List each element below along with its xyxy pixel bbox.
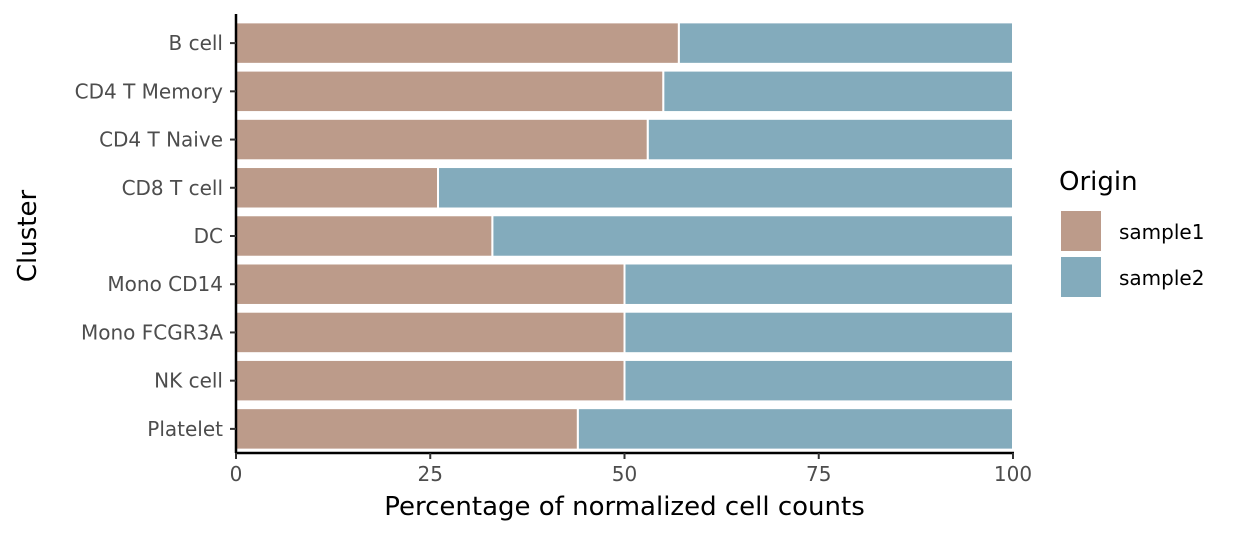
x-axis-title: Percentage of normalized cell counts — [384, 492, 865, 522]
y-tick-label-b-cell: B cell — [169, 31, 224, 55]
bars-group — [235, 21, 1015, 451]
y-axis-ticks: B cell CD4 T Memory CD4 T Naive CD8 T cell D… — [75, 31, 236, 441]
bar-mono-fcgr3a-sample2 — [623, 310, 1014, 355]
legend-title: Origin — [1059, 167, 1138, 197]
y-tick-label-cd4-t-memory: CD4 T Memory — [75, 79, 224, 103]
bar-mono-fcgr3a-sample1 — [235, 310, 626, 355]
bar-cd4-t-naive-sample1 — [235, 117, 649, 162]
x-tick-label-25: 25 — [418, 462, 443, 486]
legend-swatch-sample2 — [1061, 257, 1101, 297]
bar-cd4-t-memory-sample1 — [235, 69, 665, 114]
y-tick-label-nk-cell: NK cell — [154, 369, 223, 393]
bar-dc-sample1 — [235, 214, 494, 258]
bar-cd8-t-cell-sample1 — [235, 166, 440, 210]
y-tick-label-platelet: Platelet — [147, 417, 223, 441]
y-tick-label-mono-cd14: Mono CD14 — [107, 272, 223, 296]
bar-cd8-t-cell-sample2 — [437, 166, 1014, 210]
x-tick-label-75: 75 — [806, 462, 831, 486]
bar-mono-cd14-sample2 — [623, 262, 1014, 306]
bar-dc-sample2 — [491, 214, 1015, 258]
legend: Origin sample1 sample2 — [1059, 167, 1204, 297]
bar-platelet-sample1 — [235, 407, 579, 451]
x-axis-ticks: 0 25 50 75 100 — [230, 453, 1032, 486]
legend-label-sample1: sample1 — [1119, 220, 1204, 244]
x-tick-label-50: 50 — [612, 462, 637, 486]
bar-mono-cd14-sample1 — [235, 262, 626, 306]
y-axis-title: Cluster — [13, 190, 43, 283]
bar-cd4-t-naive-sample2 — [646, 117, 1014, 162]
legend-swatch-sample1 — [1061, 211, 1101, 251]
y-tick-label-cd8-t-cell: CD8 T cell — [122, 176, 223, 200]
bar-b-cell-sample2 — [677, 21, 1014, 65]
x-tick-label-0: 0 — [230, 462, 243, 486]
bar-b-cell-sample1 — [235, 21, 680, 65]
bar-cd4-t-memory-sample2 — [662, 69, 1014, 114]
bar-nk-cell-sample1 — [235, 358, 626, 403]
y-tick-label-cd4-t-naive: CD4 T Naive — [99, 128, 223, 152]
legend-label-sample2: sample2 — [1119, 266, 1204, 290]
y-tick-label-mono-fcgr3a: Mono FCGR3A — [81, 320, 223, 344]
bar-platelet-sample2 — [576, 407, 1014, 451]
x-tick-label-100: 100 — [994, 462, 1032, 486]
bar-nk-cell-sample2 — [623, 358, 1014, 403]
y-tick-label-dc: DC — [194, 224, 223, 248]
